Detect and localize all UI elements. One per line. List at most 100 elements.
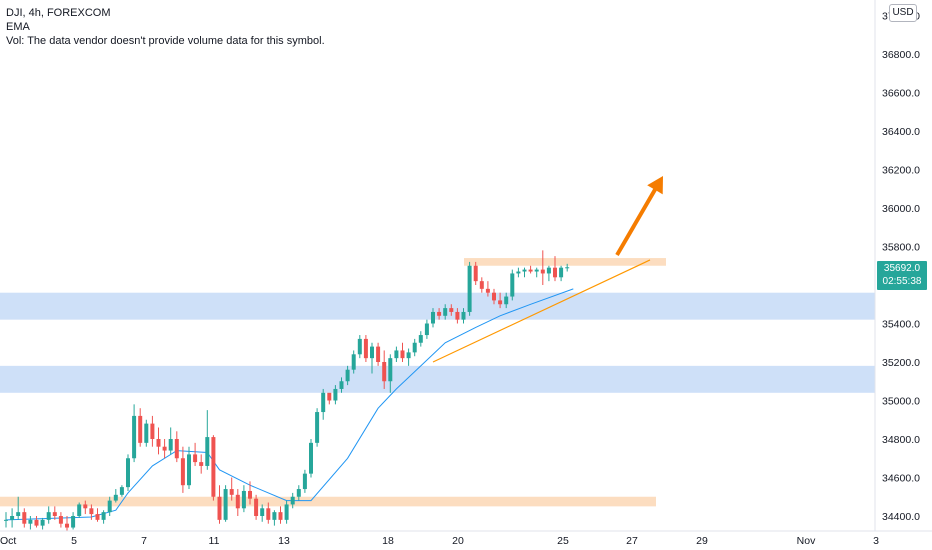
candle-body bbox=[516, 271, 521, 274]
x-tick-label: 11 bbox=[209, 535, 220, 547]
candle bbox=[284, 500, 289, 524]
candle-body bbox=[284, 504, 289, 520]
y-tick-label: 36400.0 bbox=[882, 126, 920, 138]
candle bbox=[101, 510, 106, 524]
candle bbox=[28, 516, 33, 530]
candle bbox=[400, 342, 405, 362]
candle bbox=[156, 427, 161, 455]
candle-body bbox=[101, 512, 106, 520]
candle bbox=[77, 502, 82, 518]
candle-body bbox=[235, 494, 240, 509]
chart-legend: DJI, 4h, FOREXCOM EMA Vol: The data vend… bbox=[6, 6, 325, 48]
candle-body bbox=[498, 300, 503, 305]
candle bbox=[223, 485, 228, 522]
y-tick-label: 35200.0 bbox=[882, 357, 920, 369]
candle bbox=[16, 496, 21, 520]
x-tick-label: 5 bbox=[71, 535, 77, 547]
candle-body bbox=[510, 273, 515, 297]
candle bbox=[40, 517, 45, 530]
candle-body bbox=[52, 512, 57, 516]
x-tick-label: Nov bbox=[797, 535, 816, 547]
candle bbox=[510, 269, 515, 301]
candle bbox=[522, 267, 527, 278]
candle bbox=[89, 504, 94, 520]
y-tick-label: 36600.0 bbox=[882, 88, 920, 100]
candle-body bbox=[339, 381, 344, 389]
candle-body bbox=[565, 267, 570, 269]
y-tick-label: 35400.0 bbox=[882, 319, 920, 331]
candle-body bbox=[296, 489, 301, 497]
symbol-label[interactable]: DJI, 4h, FOREXCOM bbox=[6, 7, 111, 19]
bar-countdown: 02:55:38 bbox=[882, 276, 922, 287]
candle bbox=[119, 485, 124, 497]
candle-body bbox=[473, 265, 478, 282]
candle-body bbox=[388, 358, 393, 382]
candle bbox=[113, 489, 118, 503]
candle bbox=[559, 265, 564, 282]
time-axis[interactable]: Oct 5 7 11 13 18 20 25 27 29 Nov 3 bbox=[0, 535, 879, 547]
candle-body bbox=[89, 508, 94, 515]
candle bbox=[443, 304, 448, 320]
candle-body bbox=[95, 514, 100, 520]
candle-body bbox=[138, 415, 143, 443]
candle bbox=[254, 494, 259, 520]
candle bbox=[278, 506, 283, 524]
x-tick-label: 25 bbox=[557, 535, 569, 547]
x-tick-label: Oct bbox=[0, 535, 16, 547]
candle-body bbox=[437, 311, 442, 316]
candle-body bbox=[363, 338, 368, 359]
candle bbox=[449, 304, 454, 316]
candle bbox=[22, 508, 27, 528]
candle-body bbox=[132, 415, 137, 459]
candle bbox=[437, 308, 442, 320]
candle-body bbox=[327, 392, 332, 401]
y-tick-label: 34600.0 bbox=[882, 473, 920, 485]
x-tick-label: 13 bbox=[278, 535, 290, 547]
candle-body bbox=[107, 500, 112, 513]
candle bbox=[412, 338, 417, 357]
candle bbox=[180, 446, 185, 493]
ema-label[interactable]: EMA bbox=[6, 21, 30, 33]
candle bbox=[473, 261, 478, 285]
candle-body bbox=[485, 288, 490, 293]
candle-body bbox=[254, 498, 259, 516]
candle-body bbox=[461, 311, 466, 320]
projection-arrow bbox=[615, 176, 663, 256]
x-tick-label: 18 bbox=[382, 535, 394, 547]
y-tick-label: 34800.0 bbox=[882, 434, 920, 446]
ema-line bbox=[5, 288, 574, 521]
candle bbox=[107, 496, 112, 516]
candle-body bbox=[528, 269, 533, 272]
candle-body bbox=[394, 350, 399, 359]
candle-body bbox=[534, 269, 539, 272]
x-tick-label: 3 bbox=[873, 535, 879, 547]
candle bbox=[388, 354, 393, 393]
candle bbox=[150, 415, 155, 447]
candle-body bbox=[260, 508, 265, 516]
currency-button[interactable]: USD bbox=[889, 4, 917, 22]
candle-body bbox=[290, 496, 295, 505]
resistance-zone bbox=[464, 258, 666, 266]
candle bbox=[46, 506, 51, 524]
candle bbox=[546, 265, 551, 282]
x-tick-label: 27 bbox=[626, 535, 638, 547]
candle bbox=[65, 516, 69, 532]
candle-body bbox=[10, 516, 15, 520]
candles-layer bbox=[4, 250, 570, 532]
candle bbox=[4, 512, 8, 528]
candle bbox=[211, 435, 216, 501]
candle-body bbox=[34, 519, 39, 526]
candle-body bbox=[46, 512, 51, 520]
candle-body bbox=[449, 308, 454, 312]
candle-body bbox=[376, 346, 381, 362]
candle bbox=[144, 419, 149, 447]
candle bbox=[290, 492, 295, 509]
candle bbox=[266, 502, 271, 524]
candle bbox=[205, 410, 210, 470]
candle bbox=[168, 427, 173, 455]
candle bbox=[394, 346, 399, 362]
candle bbox=[174, 431, 179, 463]
candle-body bbox=[22, 512, 27, 524]
candle bbox=[504, 292, 509, 309]
